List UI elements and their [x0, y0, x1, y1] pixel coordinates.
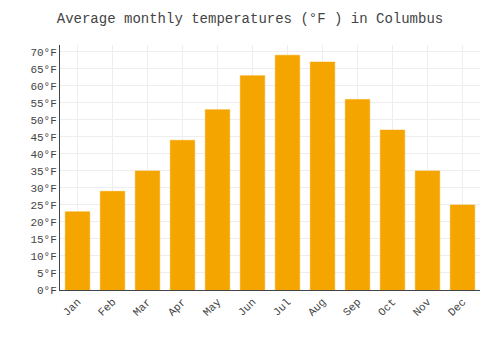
svg-text:Sep: Sep: [341, 296, 363, 318]
svg-text:Jun: Jun: [236, 296, 258, 318]
svg-text:Feb: Feb: [96, 296, 118, 318]
svg-text:5°F: 5°F: [37, 268, 57, 280]
svg-text:Jan: Jan: [61, 296, 83, 318]
svg-text:10°F: 10°F: [30, 251, 56, 263]
svg-text:Mar: Mar: [131, 296, 153, 318]
svg-text:20°F: 20°F: [30, 217, 56, 229]
svg-text:Aug: Aug: [306, 296, 328, 318]
svg-text:55°F: 55°F: [30, 98, 56, 110]
svg-text:Jul: Jul: [271, 296, 293, 318]
svg-text:65°F: 65°F: [30, 64, 56, 76]
svg-text:Average monthly temperatures (: Average monthly temperatures (°F ) in Co…: [57, 11, 443, 27]
svg-text:60°F: 60°F: [30, 81, 56, 93]
svg-text:Oct: Oct: [376, 296, 398, 318]
svg-text:0°F: 0°F: [37, 285, 57, 297]
svg-text:50°F: 50°F: [30, 115, 56, 127]
svg-text:30°F: 30°F: [30, 183, 56, 195]
svg-text:45°F: 45°F: [30, 132, 56, 144]
svg-text:40°F: 40°F: [30, 149, 56, 161]
svg-text:May: May: [201, 296, 224, 319]
svg-text:25°F: 25°F: [30, 200, 56, 212]
svg-text:Apr: Apr: [166, 296, 188, 318]
svg-text:35°F: 35°F: [30, 166, 56, 178]
svg-text:Dec: Dec: [446, 296, 468, 318]
svg-text:15°F: 15°F: [30, 234, 56, 246]
svg-text:70°F: 70°F: [30, 47, 56, 59]
svg-text:Nov: Nov: [411, 296, 434, 319]
